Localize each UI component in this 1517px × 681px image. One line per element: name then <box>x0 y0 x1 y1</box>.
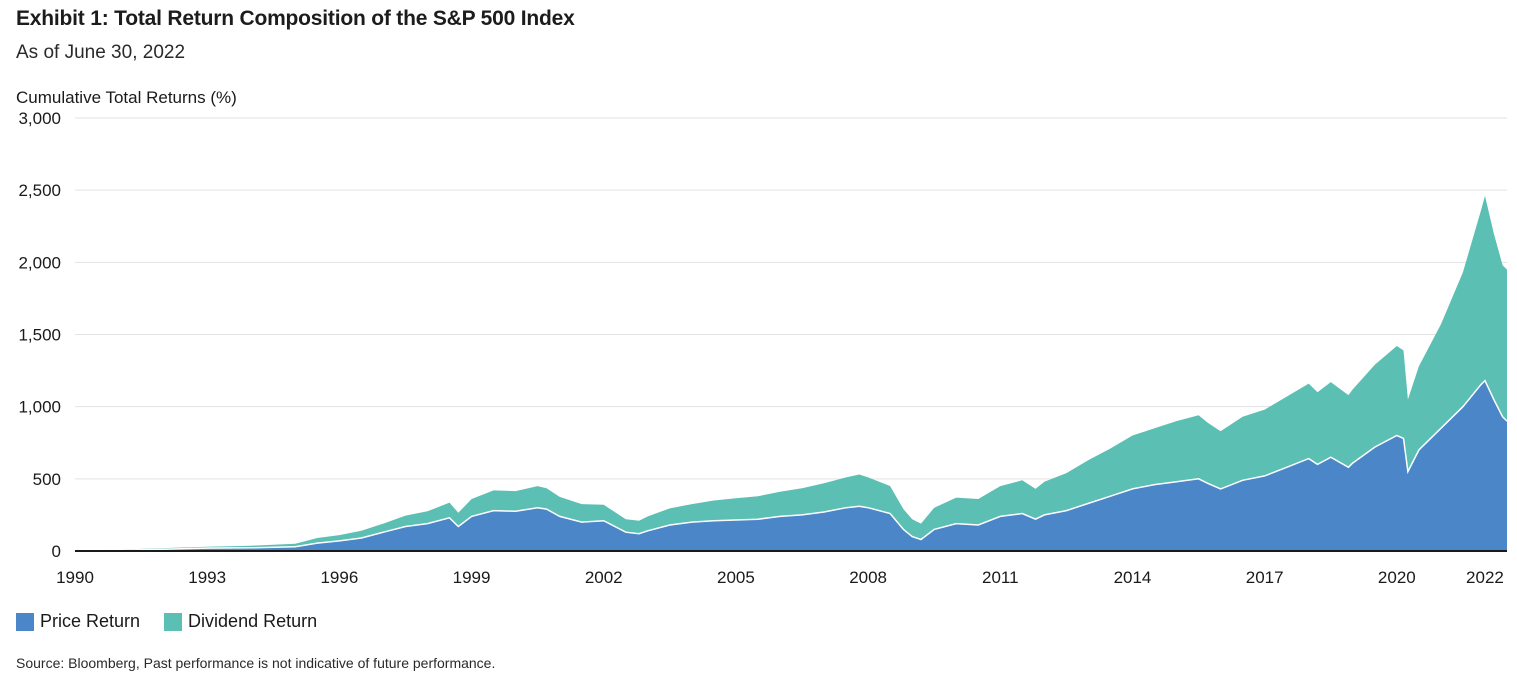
legend-item-dividend: Dividend Return <box>164 611 317 632</box>
y-tick-label: 0 <box>52 542 61 561</box>
x-tick-label: 2005 <box>717 568 755 587</box>
x-tick-label: 1993 <box>188 568 226 587</box>
y-tick-label: 2,500 <box>18 181 61 200</box>
x-tick-label: 2002 <box>585 568 623 587</box>
y-axis-ticks: 0 500 1,000 1,500 2,000 2,500 3,000 <box>18 109 61 561</box>
y-tick-label: 1,000 <box>18 398 61 417</box>
y-tick-label: 2,000 <box>18 253 61 272</box>
series-areas <box>74 195 1508 552</box>
legend-item-price: Price Return <box>16 611 140 632</box>
legend-swatch-dividend <box>164 612 183 631</box>
x-tick-label: 1999 <box>453 568 491 587</box>
x-tick-label: 1996 <box>320 568 358 587</box>
x-tick-label: 2020 <box>1378 568 1416 587</box>
x-tick-label: 2011 <box>982 568 1019 587</box>
legend-label-price: Price Return <box>40 611 141 631</box>
source-note: Source: Bloomberg, Past performance is n… <box>16 655 496 671</box>
legend-label-dividend: Dividend Return <box>188 611 318 631</box>
x-tick-label: 2022 <box>1466 568 1504 587</box>
series-area-dividend-return <box>75 195 1507 551</box>
y-tick-label: 1,500 <box>18 326 61 345</box>
x-tick-label: 2014 <box>1114 568 1152 587</box>
series-area-price-return <box>75 380 1507 551</box>
y-tick-label: 500 <box>33 470 61 489</box>
x-tick-label: 1990 <box>56 568 94 587</box>
chart-title: Exhibit 1: Total Return Composition of t… <box>16 7 575 30</box>
legend-swatch-price <box>16 612 34 631</box>
grid-lines <box>75 117 1507 480</box>
x-tick-label: 2008 <box>849 568 887 587</box>
x-axis-ticks: 1990 1993 1996 1999 2002 2005 2008 2011 2014 2017… <box>56 568 1504 587</box>
x-tick-label: 2017 <box>1246 568 1284 587</box>
series-boundary-line <box>74 379 1508 552</box>
y-axis-label: Cumulative Total Returns (%) <box>16 88 237 107</box>
y-tick-label: 3,000 <box>18 109 61 128</box>
chart-subtitle: As of June 30, 2022 <box>16 42 186 63</box>
legend: Price Return Dividend Return <box>16 611 341 632</box>
